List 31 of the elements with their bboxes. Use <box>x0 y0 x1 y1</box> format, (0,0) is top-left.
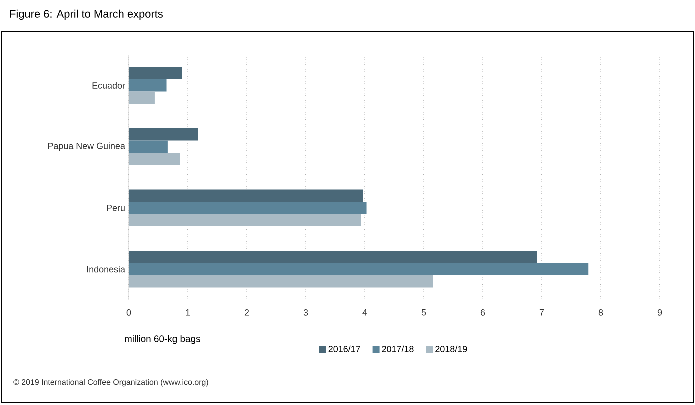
x-tick-label: 2 <box>244 310 250 316</box>
legend-label: 2018/19 <box>436 346 468 352</box>
bar <box>129 214 362 226</box>
chart-title: Figure 6: April to March exports <box>10 10 163 20</box>
y-tick-label: Indonesia <box>87 266 126 273</box>
bar <box>129 263 589 276</box>
x-tick-label: 8 <box>598 310 604 316</box>
bar <box>129 92 155 104</box>
bar <box>129 67 182 80</box>
bar <box>129 140 168 153</box>
x-axis-title: million 60-kg bags <box>125 335 200 344</box>
x-tick-label: 6 <box>480 310 486 316</box>
bar <box>129 202 367 214</box>
bar <box>129 128 198 141</box>
x-tick-label: 9 <box>658 310 662 316</box>
y-tick-label: Peru <box>107 204 125 212</box>
bar <box>129 251 538 264</box>
legend-label: 2017/18 <box>382 346 414 352</box>
bar <box>129 153 180 166</box>
y-tick-label: Papua New Guinea <box>48 142 126 152</box>
x-tick-label: 1 <box>186 310 190 316</box>
y-tick-label: Ecuador <box>92 82 126 89</box>
bar <box>129 276 434 288</box>
x-tick-label: 4 <box>362 310 368 316</box>
x-tick-label: 3 <box>304 310 308 316</box>
bar <box>129 190 364 202</box>
legend-label: 2016/17 <box>328 346 360 352</box>
x-tick-label: 0 <box>126 310 132 316</box>
bar <box>129 80 167 92</box>
x-tick-label: 5 <box>422 310 426 316</box>
x-tick-label: 7 <box>540 310 544 316</box>
